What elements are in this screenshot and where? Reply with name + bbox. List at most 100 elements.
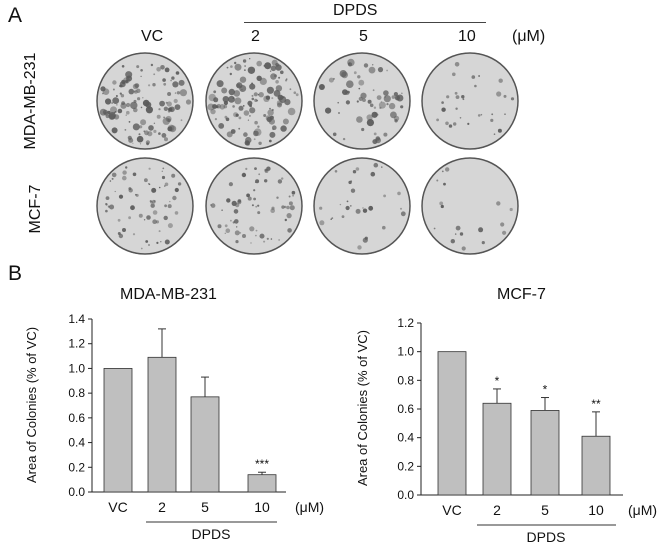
colony [235,240,239,244]
colony [339,203,342,206]
dish-plate [421,157,519,255]
colony [373,162,379,168]
colony [378,101,386,109]
colony [461,246,466,251]
colony [376,113,379,116]
y-tick-label: 0.6 [397,402,414,416]
colony [169,200,171,203]
colony [164,204,167,208]
colony [352,170,357,174]
colony [267,109,274,116]
colony [271,97,274,100]
colony [175,71,180,75]
colony [254,120,258,125]
colony [156,67,161,72]
colony [255,205,258,208]
colony [112,80,117,85]
y-tick-label: 0.6 [68,411,85,425]
colony [150,203,155,208]
colony [331,217,334,219]
colony [162,78,166,82]
colony [153,129,157,133]
colony [357,75,361,79]
colony [255,234,257,237]
y-axis-label: Area of Colonies (% of VC) [24,327,39,483]
colony [269,131,276,138]
colony [148,125,154,131]
colony [226,198,231,203]
panel-a-label: A [8,4,23,27]
colony [391,95,396,99]
colony [119,85,121,87]
colony [341,215,345,218]
colony [238,105,244,111]
colony [179,89,187,97]
y-tick-label: 1.2 [68,337,85,351]
chart1-title: MDA-MB-231 [120,286,217,303]
colony [349,205,352,207]
colony [210,203,216,208]
colony [268,139,272,143]
colony [121,65,125,68]
colony [441,107,446,112]
colony [510,97,515,101]
colony [288,195,291,198]
colony [242,234,246,238]
colony [122,175,127,181]
colony [287,228,292,233]
colony [223,100,228,106]
colony [116,104,118,106]
colony [275,85,283,92]
y-tick-label: 0.8 [397,373,414,387]
colony [224,224,228,228]
colony [171,76,175,80]
colony [140,69,143,72]
colony [139,125,143,129]
colony [386,69,388,72]
colony [248,114,251,117]
colony [455,95,460,99]
colony [383,95,391,103]
colony [210,204,212,206]
colony [234,219,239,224]
column-label-vc: VC [141,28,164,45]
colony [163,116,165,119]
colony [167,118,172,123]
x-unit-label: (μM) [295,499,324,515]
colony [278,76,281,79]
colony [496,201,501,206]
colony [259,233,265,239]
colony [377,67,384,73]
colony [277,102,282,108]
colony [372,89,375,92]
colony [228,95,235,103]
y-tick-label: 1.2 [397,316,414,330]
colony [441,170,444,173]
y-tick-label: 1.0 [68,361,85,375]
colony [226,66,229,69]
colony [477,114,481,117]
colony [270,65,277,72]
colony [162,167,165,170]
colony [178,79,185,86]
colony [341,71,348,79]
colony [366,119,374,127]
colony [445,121,449,126]
colony [105,196,110,200]
colony [277,179,283,184]
colony [346,80,354,88]
colony [257,125,260,128]
dish-plate [313,52,411,150]
colony [245,136,252,144]
colony [242,59,247,63]
colony [241,172,247,178]
colony [504,113,506,115]
colony [153,73,156,76]
colony [251,204,254,207]
column-label-2: 2 [251,28,260,45]
colony [291,190,296,195]
colony [166,101,172,107]
colony [361,127,365,132]
bar [437,351,467,496]
dpds-group-label: DPDS [333,2,378,19]
